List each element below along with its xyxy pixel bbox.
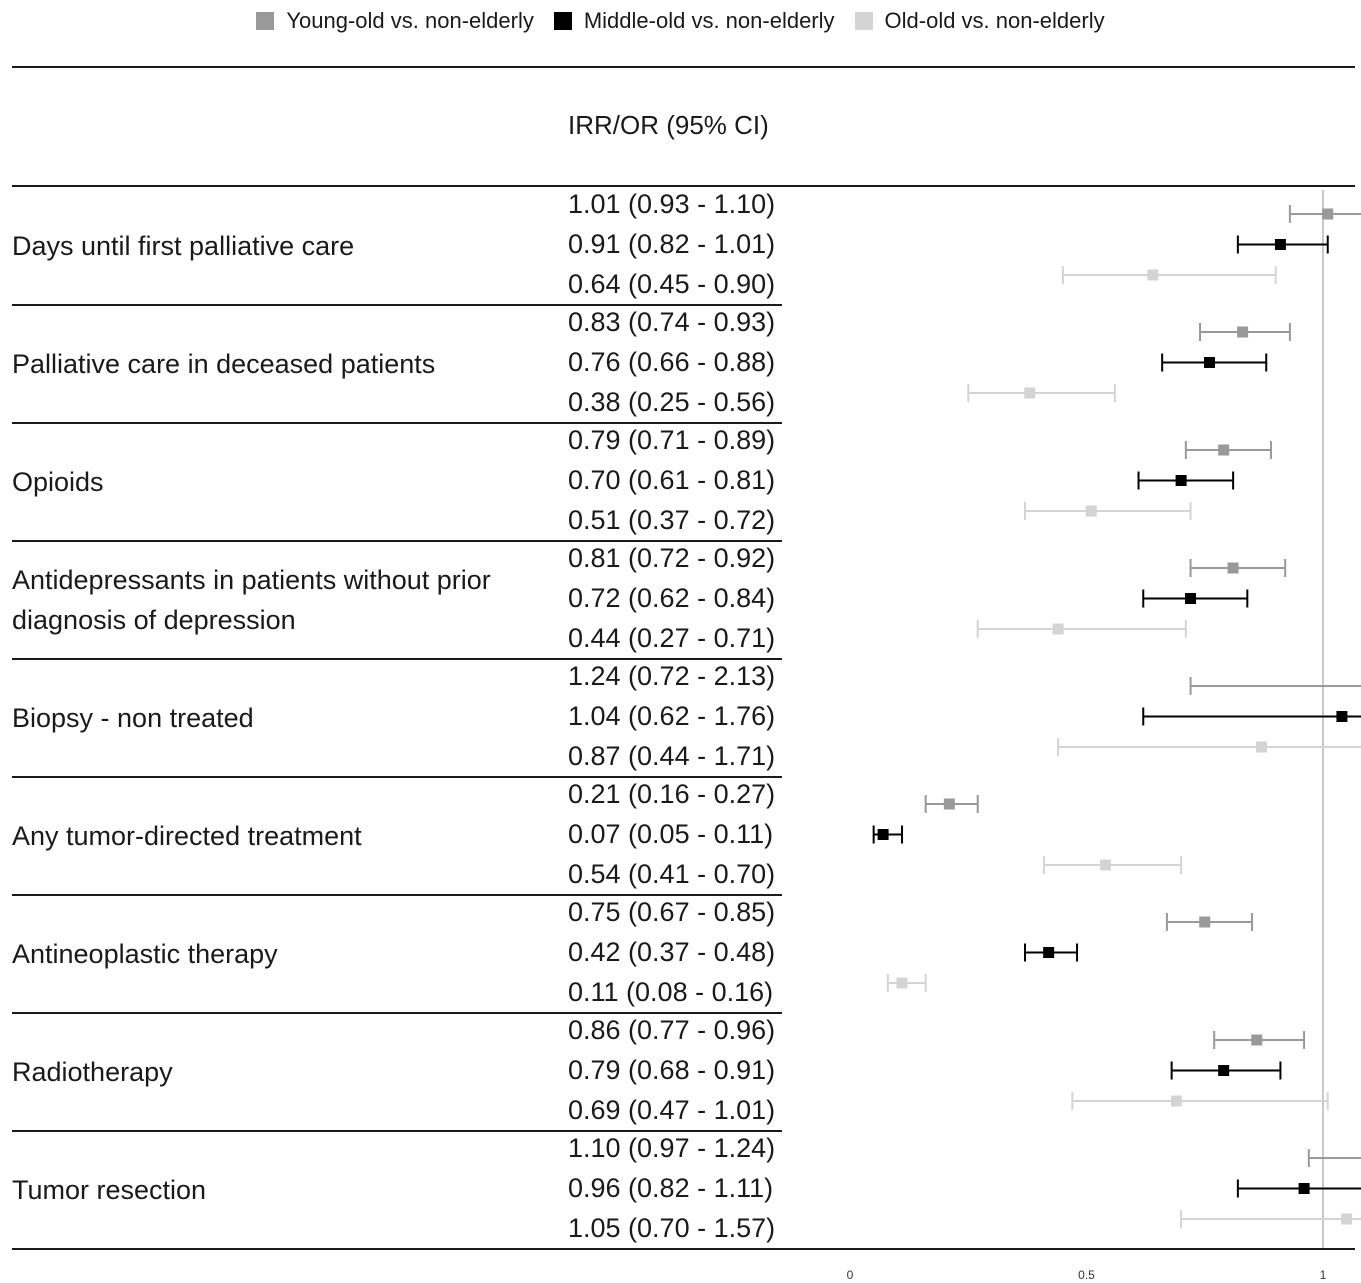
point-estimate bbox=[1052, 623, 1064, 635]
ci-value: 0.79 (0.68 - 0.91) bbox=[568, 1055, 776, 1085]
legend-swatch-middle-old bbox=[553, 12, 572, 30]
legend-label-old-old: Old-old vs. non-elderly bbox=[884, 8, 1105, 33]
ci-value: 1.01 (0.93 - 1.10) bbox=[568, 189, 776, 219]
ci-value: 0.76 (0.66 - 0.88) bbox=[568, 347, 776, 377]
ci-value: 0.38 (0.25 - 0.56) bbox=[568, 387, 776, 417]
legend-swatch-old-old bbox=[854, 12, 873, 30]
point-estimate bbox=[1322, 208, 1334, 220]
group-separator bbox=[12, 304, 782, 306]
point-estimate bbox=[1085, 505, 1097, 517]
ci-value: 0.64 (0.45 - 0.90) bbox=[568, 269, 776, 299]
legend-label-middle-old: Middle-old vs. non-elderly bbox=[583, 8, 835, 33]
point-estimate bbox=[1170, 1095, 1182, 1107]
outcome-label: Antineoplastic therapy bbox=[12, 939, 278, 969]
point-estimate bbox=[1341, 1213, 1353, 1225]
x-tick-label: 0 bbox=[847, 1268, 854, 1282]
point-estimate bbox=[1199, 916, 1211, 928]
x-tick-label: 1 bbox=[1320, 1268, 1327, 1282]
point-estimate bbox=[1274, 239, 1286, 250]
point-estimate bbox=[877, 829, 889, 840]
point-estimate bbox=[1218, 1065, 1230, 1076]
outcome-label: Days until first palliative care bbox=[12, 231, 355, 261]
outcome-label: Any tumor-directed treatment bbox=[12, 821, 362, 851]
group-separator bbox=[12, 894, 782, 896]
group-separator bbox=[12, 1130, 782, 1132]
column-header: IRR/OR (95% CI) bbox=[568, 110, 769, 140]
ci-value: 0.91 (0.82 - 1.01) bbox=[568, 229, 776, 259]
legend-item-young-old: Young-old vs. non-elderly bbox=[256, 8, 534, 34]
group-separator bbox=[12, 658, 782, 660]
point-estimate bbox=[1218, 444, 1230, 456]
outcome-label: Palliative care in deceased patients bbox=[12, 349, 436, 379]
legend-swatch-young-old bbox=[256, 12, 275, 30]
outcome-label: Tumor resection bbox=[12, 1175, 207, 1205]
x-tick-label: 0.5 bbox=[1078, 1268, 1095, 1282]
ci-value: 0.79 (0.71 - 0.89) bbox=[568, 425, 776, 455]
ci-value: 1.04 (0.62 - 1.76) bbox=[568, 701, 776, 731]
ci-value: 0.21 (0.16 - 0.27) bbox=[568, 779, 776, 809]
point-estimate bbox=[1237, 326, 1249, 338]
ci-value: 0.42 (0.37 - 0.48) bbox=[568, 937, 776, 967]
group-separator bbox=[12, 422, 782, 424]
ci-value: 0.72 (0.62 - 0.84) bbox=[568, 583, 776, 613]
ci-value: 0.86 (0.77 - 0.96) bbox=[568, 1015, 776, 1045]
group-separator bbox=[12, 1012, 782, 1014]
point-estimate bbox=[1227, 562, 1239, 574]
point-estimate bbox=[943, 798, 955, 810]
ci-value: 0.54 (0.41 - 0.70) bbox=[568, 859, 776, 889]
point-estimate bbox=[1256, 741, 1268, 753]
group-separator bbox=[12, 776, 782, 778]
point-estimate bbox=[1024, 387, 1036, 399]
point-estimate bbox=[1185, 593, 1197, 604]
outcome-label: Biopsy - non treated bbox=[12, 703, 254, 733]
outcome-label: Opioids bbox=[12, 467, 104, 497]
point-estimate bbox=[1298, 1183, 1310, 1194]
header-bottom-rule bbox=[12, 185, 1355, 187]
point-estimate bbox=[896, 977, 908, 989]
ci-value: 0.83 (0.74 - 0.93) bbox=[568, 307, 776, 337]
outcome-label: Antidepressants in patients without prio… bbox=[12, 565, 491, 635]
ci-value: 0.11 (0.08 - 0.16) bbox=[568, 977, 774, 1007]
ci-value: 0.07 (0.05 - 0.11) bbox=[568, 819, 774, 849]
chart-legend: Young-old vs. non-elderly Middle-old vs.… bbox=[0, 4, 1361, 38]
point-estimate bbox=[1175, 475, 1187, 486]
ci-value: 0.87 (0.44 - 1.71) bbox=[568, 741, 776, 771]
ci-value: 0.96 (0.82 - 1.11) bbox=[568, 1173, 774, 1203]
ci-value: 0.70 (0.61 - 0.81) bbox=[568, 465, 776, 495]
point-estimate bbox=[1203, 357, 1215, 368]
table-top-rule bbox=[12, 66, 1355, 68]
legend-item-middle-old: Middle-old vs. non-elderly bbox=[553, 8, 835, 34]
outcome-label: Radiotherapy bbox=[12, 1057, 173, 1087]
point-estimate bbox=[1043, 947, 1055, 958]
group-separator bbox=[12, 540, 782, 542]
ci-value: 1.10 (0.97 - 1.24) bbox=[568, 1133, 776, 1163]
point-estimate bbox=[1099, 859, 1111, 871]
ci-value: 1.24 (0.72 - 2.13) bbox=[568, 661, 776, 691]
ci-value: 0.51 (0.37 - 0.72) bbox=[568, 505, 776, 535]
point-estimate bbox=[1251, 1034, 1263, 1046]
legend-label-young-old: Young-old vs. non-elderly bbox=[286, 8, 534, 33]
point-estimate bbox=[1147, 269, 1159, 281]
ci-value: 0.81 (0.72 - 0.92) bbox=[568, 543, 776, 573]
point-estimate bbox=[1336, 711, 1348, 722]
legend-item-old-old: Old-old vs. non-elderly bbox=[854, 8, 1105, 34]
table-bottom-rule bbox=[12, 1248, 1355, 1250]
ci-value: 1.05 (0.70 - 1.57) bbox=[568, 1213, 776, 1243]
ci-value: 0.69 (0.47 - 1.01) bbox=[568, 1095, 776, 1125]
ci-value: 0.75 (0.67 - 0.85) bbox=[568, 897, 776, 927]
ci-value: 0.44 (0.27 - 0.71) bbox=[568, 623, 776, 653]
